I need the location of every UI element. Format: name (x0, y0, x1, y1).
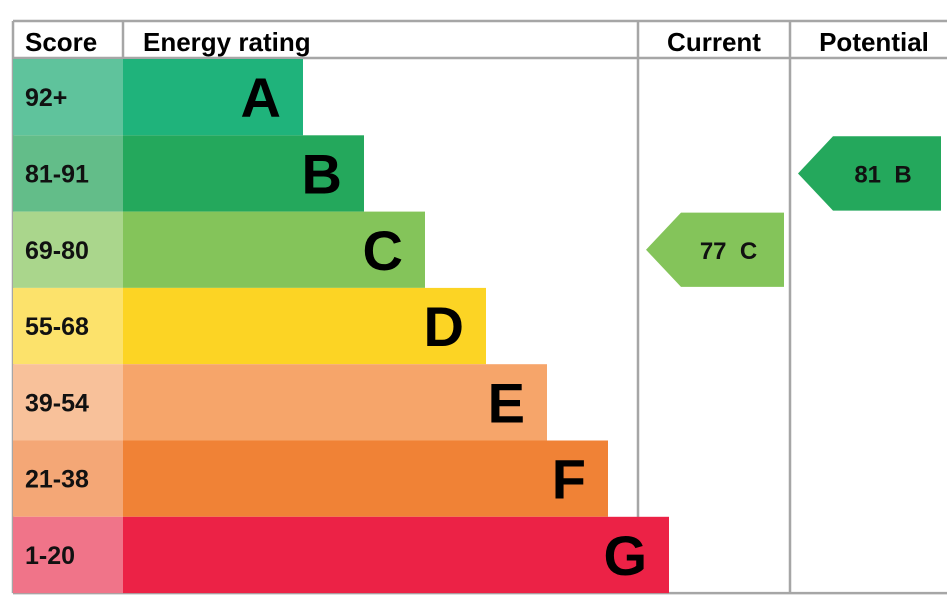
score-range-a: 92+ (25, 84, 67, 112)
score-cell-f (13, 440, 123, 517)
band-letter-b: B (302, 142, 342, 205)
header-score: Score (25, 27, 97, 57)
score-range-g: 1-20 (25, 542, 75, 570)
score-cell-c (13, 211, 123, 288)
rating-bands: 92+ A 81-91 B 69-80 C 55-68 D 39-54 E 21-38 F 1-20 G (13, 59, 669, 594)
rating-bar-f (123, 440, 608, 517)
header-potential: Potential (819, 27, 929, 57)
rating-bar-g (123, 516, 669, 594)
rating-arrows: 77 C 81 B (646, 136, 941, 287)
rating-bar-c (123, 211, 425, 288)
header-energy-rating: Energy rating (143, 27, 311, 57)
current-arrow-label: 77 C (700, 238, 757, 265)
score-cell-e (13, 364, 123, 441)
band-letter-g: G (603, 524, 647, 587)
score-cell-d (13, 287, 123, 365)
band-letter-f: F (552, 448, 586, 511)
score-cell-b (13, 135, 123, 212)
score-range-b: 81-91 (25, 160, 89, 188)
header-current: Current (667, 27, 761, 57)
score-range-f: 21-38 (25, 466, 89, 494)
score-cell-a (13, 59, 123, 136)
rating-bar-a (123, 59, 303, 136)
score-range-e: 39-54 (25, 389, 89, 417)
potential-arrow (798, 136, 941, 211)
band-letter-c: C (363, 219, 403, 282)
rating-bar-b (123, 135, 364, 212)
band-letter-e: E (488, 371, 525, 434)
band-letter-a: A (241, 66, 281, 129)
rating-bar-d (123, 287, 486, 365)
score-range-d: 55-68 (25, 313, 89, 341)
band-letter-d: D (424, 295, 464, 358)
score-range-c: 69-80 (25, 237, 89, 265)
score-cell-g (13, 516, 123, 594)
potential-arrow-label: 81 B (854, 161, 911, 188)
rating-bar-e (123, 364, 547, 441)
current-arrow (646, 212, 784, 287)
